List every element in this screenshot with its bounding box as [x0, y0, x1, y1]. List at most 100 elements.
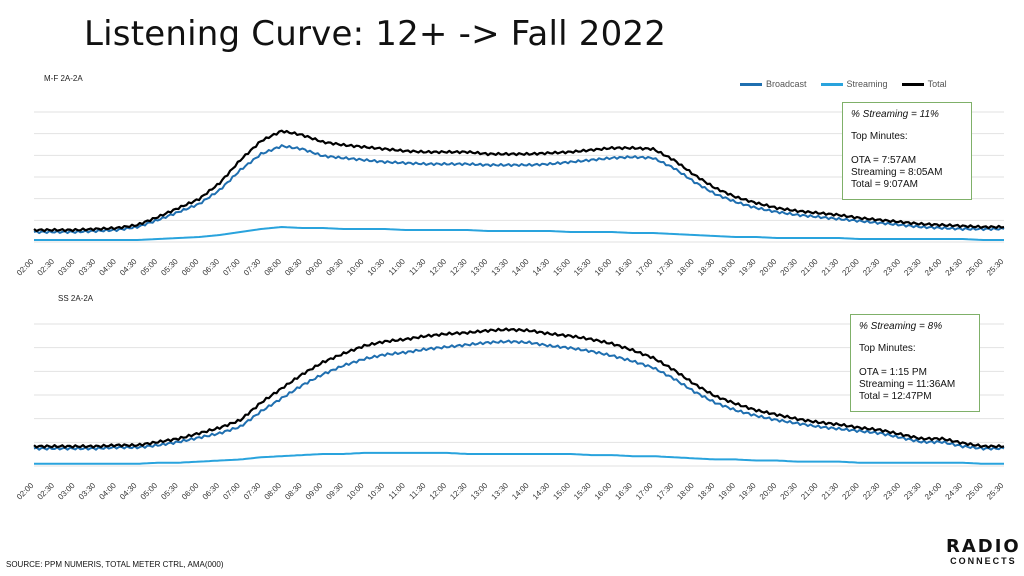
- x-tick-label: 18:00: [675, 257, 696, 278]
- x-tick-label: 25:30: [985, 257, 1006, 278]
- x-tick-label: 20:00: [758, 481, 779, 502]
- legend-item-streaming: Streaming: [820, 79, 888, 89]
- x-tick-label: 14:30: [531, 257, 552, 278]
- x-tick-label: 06:30: [201, 481, 222, 502]
- x-tick-label: 08:30: [283, 481, 304, 502]
- x-tick-label: 10:00: [345, 481, 366, 502]
- x-tick-label: 23:00: [882, 257, 903, 278]
- x-tick-label: 22:30: [861, 481, 882, 502]
- x-tick-label: 13:30: [490, 257, 511, 278]
- annotation-total: Total = 9:07AM: [851, 179, 918, 190]
- x-tick-label: 20:30: [779, 257, 800, 278]
- legend-item-total: Total: [901, 79, 947, 89]
- x-tick-label: 02:30: [36, 481, 57, 502]
- x-tick-label: 05:30: [159, 257, 180, 278]
- page-title: Listening Curve: 12+ -> Fall 2022: [84, 14, 667, 54]
- x-tick-label: 05:30: [159, 481, 180, 502]
- x-tick-label: 16:00: [593, 257, 614, 278]
- annotation-ota: OTA = 7:57AM: [851, 155, 917, 166]
- x-tick-label: 11:00: [387, 481, 407, 501]
- annotation-streaming-share: % Streaming = 8%: [859, 321, 943, 332]
- legend: Broadcast Streaming Total: [740, 79, 947, 89]
- series-line-streaming: [34, 451, 1004, 465]
- x-tick-label: 09:00: [304, 481, 325, 502]
- x-tick-label: 03:00: [56, 257, 77, 278]
- annotation-streaming: Streaming = 11:36AM: [859, 379, 956, 390]
- x-tick-label: 08:00: [263, 481, 284, 502]
- x-tick-label: 10:00: [345, 257, 366, 278]
- annotation-total: Total = 12:47PM: [859, 391, 932, 402]
- x-tick-label: 07:00: [221, 481, 242, 502]
- annotation-top-minutes-label: Top Minutes:: [859, 343, 916, 354]
- x-tick-label: 19:30: [737, 481, 758, 502]
- x-tick-label: 18:00: [675, 481, 696, 502]
- x-tick-label: 24:00: [923, 257, 944, 278]
- x-tick-label: 25:00: [964, 257, 985, 278]
- annotation-box-weekend: % Streaming = 8% Top Minutes: OTA = 1:15…: [850, 314, 980, 412]
- legend-label-broadcast: Broadcast: [766, 79, 807, 89]
- x-tick-label: 07:00: [221, 257, 242, 278]
- x-tick-label: 09:00: [304, 257, 325, 278]
- series-line-broadcast: [33, 144, 1005, 235]
- x-tick-label: 05:00: [139, 257, 160, 278]
- x-tick-label: 16:00: [593, 481, 614, 502]
- legend-item-broadcast: Broadcast: [740, 79, 807, 89]
- x-tick-label: 02:00: [15, 481, 36, 502]
- annotation-ota: OTA = 1:15 PM: [859, 367, 927, 378]
- x-tick-label: 22:30: [861, 257, 882, 278]
- radio-connects-logo: RADIO CONNECTS: [946, 538, 1021, 568]
- x-tick-label: 24:00: [923, 481, 944, 502]
- series-line-broadcast: [33, 339, 1005, 451]
- x-tick-label: 11:30: [407, 481, 427, 501]
- x-tick-label: 21:30: [820, 257, 841, 278]
- x-tick-label: 19:00: [717, 481, 738, 502]
- x-tick-label: 16:30: [613, 481, 634, 502]
- x-tick-label: 06:00: [180, 257, 201, 278]
- annotation-streaming: Streaming = 8:05AM: [851, 167, 943, 178]
- x-tick-label: 14:00: [510, 481, 531, 502]
- x-tick-label: 18:30: [696, 257, 717, 278]
- annotation-box-weekday: % Streaming = 11% Top Minutes: OTA = 7:5…: [842, 102, 972, 200]
- x-tick-label: 14:30: [531, 481, 552, 502]
- x-tick-label: 11:00: [387, 257, 407, 277]
- x-tick-label: 03:00: [56, 481, 77, 502]
- x-tick-label: 09:30: [324, 481, 345, 502]
- chart-weekend: 02:00 02:30 03:00 03:30 04:00 04:30 05:00 05:30…: [15, 323, 1006, 502]
- x-tick-label: 23:00: [882, 481, 903, 502]
- x-tick-label: 03:30: [77, 257, 98, 278]
- x-tick-label: 04:00: [97, 481, 118, 502]
- x-tick-label: 02:00: [15, 257, 36, 278]
- x-tick-label: 17:00: [634, 481, 655, 502]
- x-tick-label: 08:30: [283, 257, 304, 278]
- x-tick-label: 25:00: [964, 481, 985, 502]
- x-tick-label: 12:30: [448, 257, 469, 278]
- chart-title-weekend: SS 2A-2A: [58, 294, 94, 303]
- x-tick-label: 19:00: [717, 257, 738, 278]
- x-tick-label: 10:30: [366, 481, 387, 502]
- series-line-total: [33, 327, 1005, 449]
- x-tick-label: 17:00: [634, 257, 655, 278]
- x-tick-label: 10:30: [366, 257, 387, 278]
- x-tick-label: 22:00: [840, 257, 861, 278]
- x-tick-label: 15:30: [572, 257, 593, 278]
- x-tick-label: 17:30: [655, 481, 676, 502]
- x-tick-label: 04:30: [118, 481, 139, 502]
- legend-label-streaming: Streaming: [846, 79, 888, 89]
- x-tick-label: 06:00: [180, 481, 201, 502]
- x-tick-label: 09:30: [324, 257, 345, 278]
- x-tick-label: 23:30: [902, 481, 923, 502]
- chart-weekday: 02:00 02:30 03:00 03:30 04:00 04:30 05:00 05:30…: [15, 111, 1006, 278]
- legend-swatch-streaming: [820, 82, 843, 86]
- x-tick-label: 06:30: [201, 257, 222, 278]
- x-tick-label: 07:30: [242, 481, 263, 502]
- x-tick-label: 13:00: [469, 481, 490, 502]
- x-tick-label: 07:30: [242, 257, 263, 278]
- x-tick-label: 15:30: [572, 481, 593, 502]
- x-tick-label: 21:30: [820, 481, 841, 502]
- x-tick-label: 05:00: [139, 481, 160, 502]
- x-tick-label: 21:00: [799, 257, 820, 278]
- annotation-streaming-share: % Streaming = 11%: [851, 109, 939, 120]
- gridlines: [34, 323, 1004, 467]
- x-tick-label: 15:00: [551, 481, 572, 502]
- x-tick-label: 13:00: [469, 257, 490, 278]
